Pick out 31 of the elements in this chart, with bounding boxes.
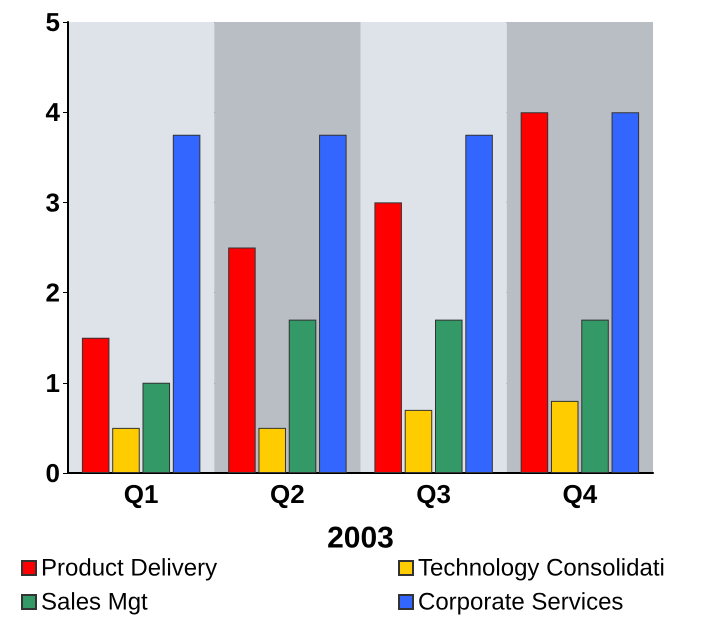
- bar: [612, 112, 640, 473]
- bar: [435, 320, 463, 473]
- bar: [404, 410, 432, 473]
- y-tick-label: 0: [46, 458, 60, 488]
- bar: [319, 134, 347, 473]
- bar: [465, 134, 493, 473]
- x-tick-label: Q4: [562, 479, 598, 509]
- legend-label: Product Delivery: [41, 554, 218, 582]
- x-axis-title: 2003: [327, 522, 394, 554]
- legend-label: Sales Mgt: [41, 588, 148, 616]
- bar: [172, 134, 200, 473]
- bar: [82, 338, 110, 473]
- x-tick-label: Q2: [270, 479, 305, 509]
- bar: [581, 320, 609, 473]
- y-tick-label: 3: [46, 187, 60, 218]
- x-tick-label: Q3: [416, 479, 451, 509]
- legend-label: Technology Consolidati: [418, 554, 665, 582]
- bar: [142, 382, 170, 473]
- bar: [550, 400, 578, 473]
- y-tick-label: 2: [46, 278, 60, 308]
- y-tick-label: 5: [46, 7, 60, 37]
- bar: [228, 248, 256, 473]
- bar: [258, 428, 286, 473]
- x-tick-label: Q1: [124, 479, 158, 509]
- legend-label: Corporate Services: [418, 588, 624, 616]
- y-tick-label: 1: [46, 368, 60, 398]
- bar: [112, 428, 140, 473]
- bar: [288, 320, 316, 473]
- bar: [374, 202, 402, 473]
- y-tick-label: 4: [46, 97, 61, 128]
- bar: [520, 112, 548, 473]
